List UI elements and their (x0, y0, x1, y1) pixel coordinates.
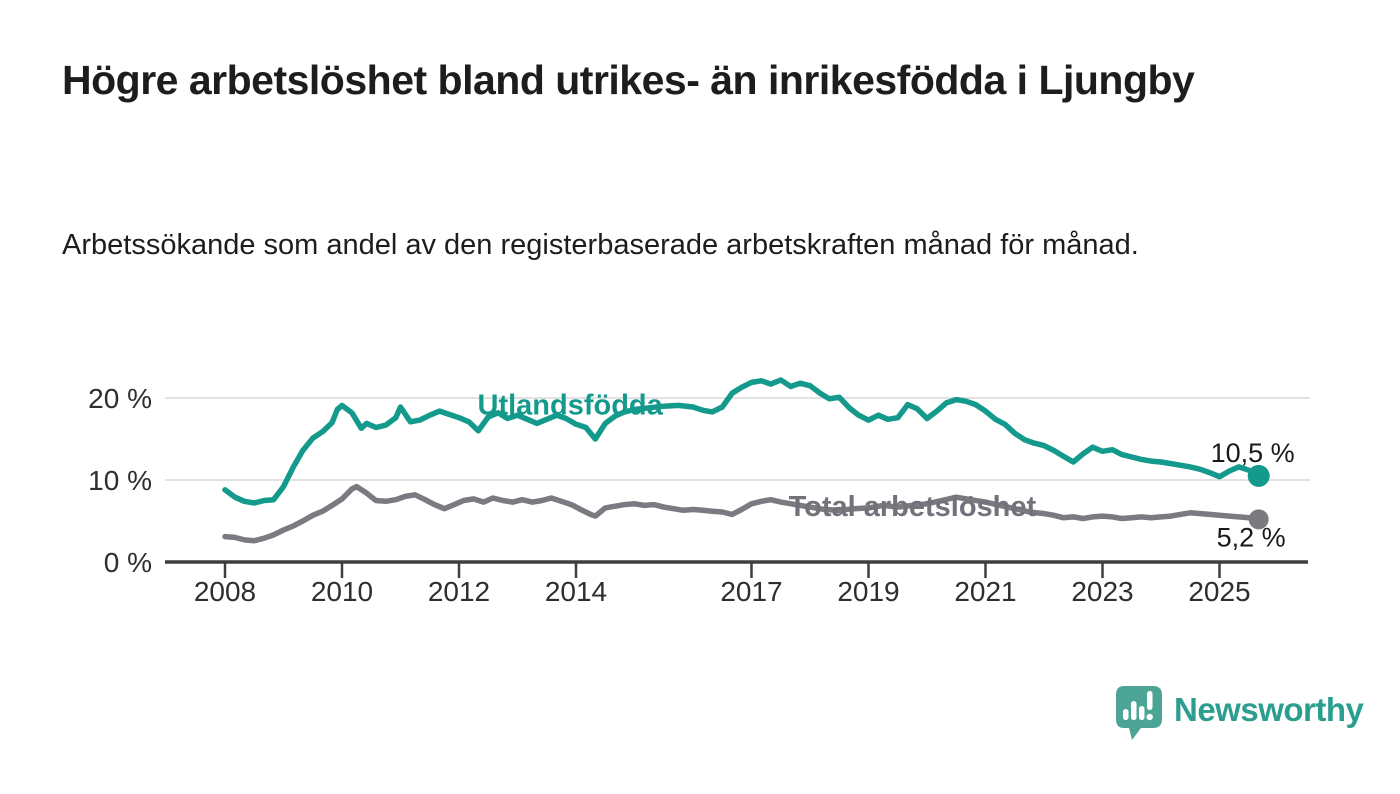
x-axis-tick-label: 2012 (428, 576, 490, 607)
x-axis-tick-label: 2023 (1071, 576, 1133, 607)
page-subtitle: Arbetssökande som andel av den registerb… (62, 229, 1139, 261)
series-end-dot (1247, 464, 1270, 487)
x-axis-tick-label: 2010 (311, 576, 373, 607)
logo-bar-icon (1139, 706, 1145, 720)
y-axis-tick-label: 10 % (88, 465, 152, 496)
newsworthy-logo-icon (1116, 686, 1162, 740)
x-axis-tick-label: 2019 (837, 576, 899, 607)
end-value-label-total: 5,2 % (1217, 522, 1286, 552)
x-axis-tick-label: 2014 (545, 576, 607, 607)
newsworthy-branding: Newsworthy (1114, 684, 1364, 744)
y-axis-tick-label: 20 % (88, 383, 152, 414)
series-line-total (222, 483, 1262, 544)
logo-bar-icon (1131, 701, 1137, 720)
x-axis-tick-label: 2008 (194, 576, 256, 607)
series-label-total-arbetsloshet: Total arbetslöshet (789, 491, 1037, 523)
gridlines (165, 397, 1310, 481)
x-axis-tick-label: 2021 (954, 576, 1016, 607)
logo-exclamation-dot-icon (1146, 713, 1153, 721)
logo-exclamation-icon (1147, 691, 1153, 710)
x-axis-tick-label: 2025 (1188, 576, 1250, 607)
series-end-dot (1248, 509, 1269, 530)
end-value-label-utlandsfodda: 10,5 % (1211, 438, 1295, 468)
series-label-utlandsfodda: Utlandsfödda (478, 390, 664, 422)
data-series (222, 377, 1270, 544)
x-axis-tick-label: 2017 (720, 576, 782, 607)
logo-bar-icon (1123, 709, 1129, 720)
unemployment-line-chart: 0 % 10 % 20 % 2008 2010 2012 2014 2017 2019 2021 2… (88, 377, 1310, 607)
page-title: Högre arbetslöshet bland utrikes- än inr… (62, 57, 1195, 103)
axes: 0 % 10 % 20 % 2008 2010 2012 2014 2017 2019 2021 2… (88, 383, 1308, 607)
y-axis-tick-label: 0 % (104, 547, 152, 578)
series-line-utlandsfodda (222, 377, 1262, 506)
brand-name: Newsworthy (1174, 691, 1364, 728)
